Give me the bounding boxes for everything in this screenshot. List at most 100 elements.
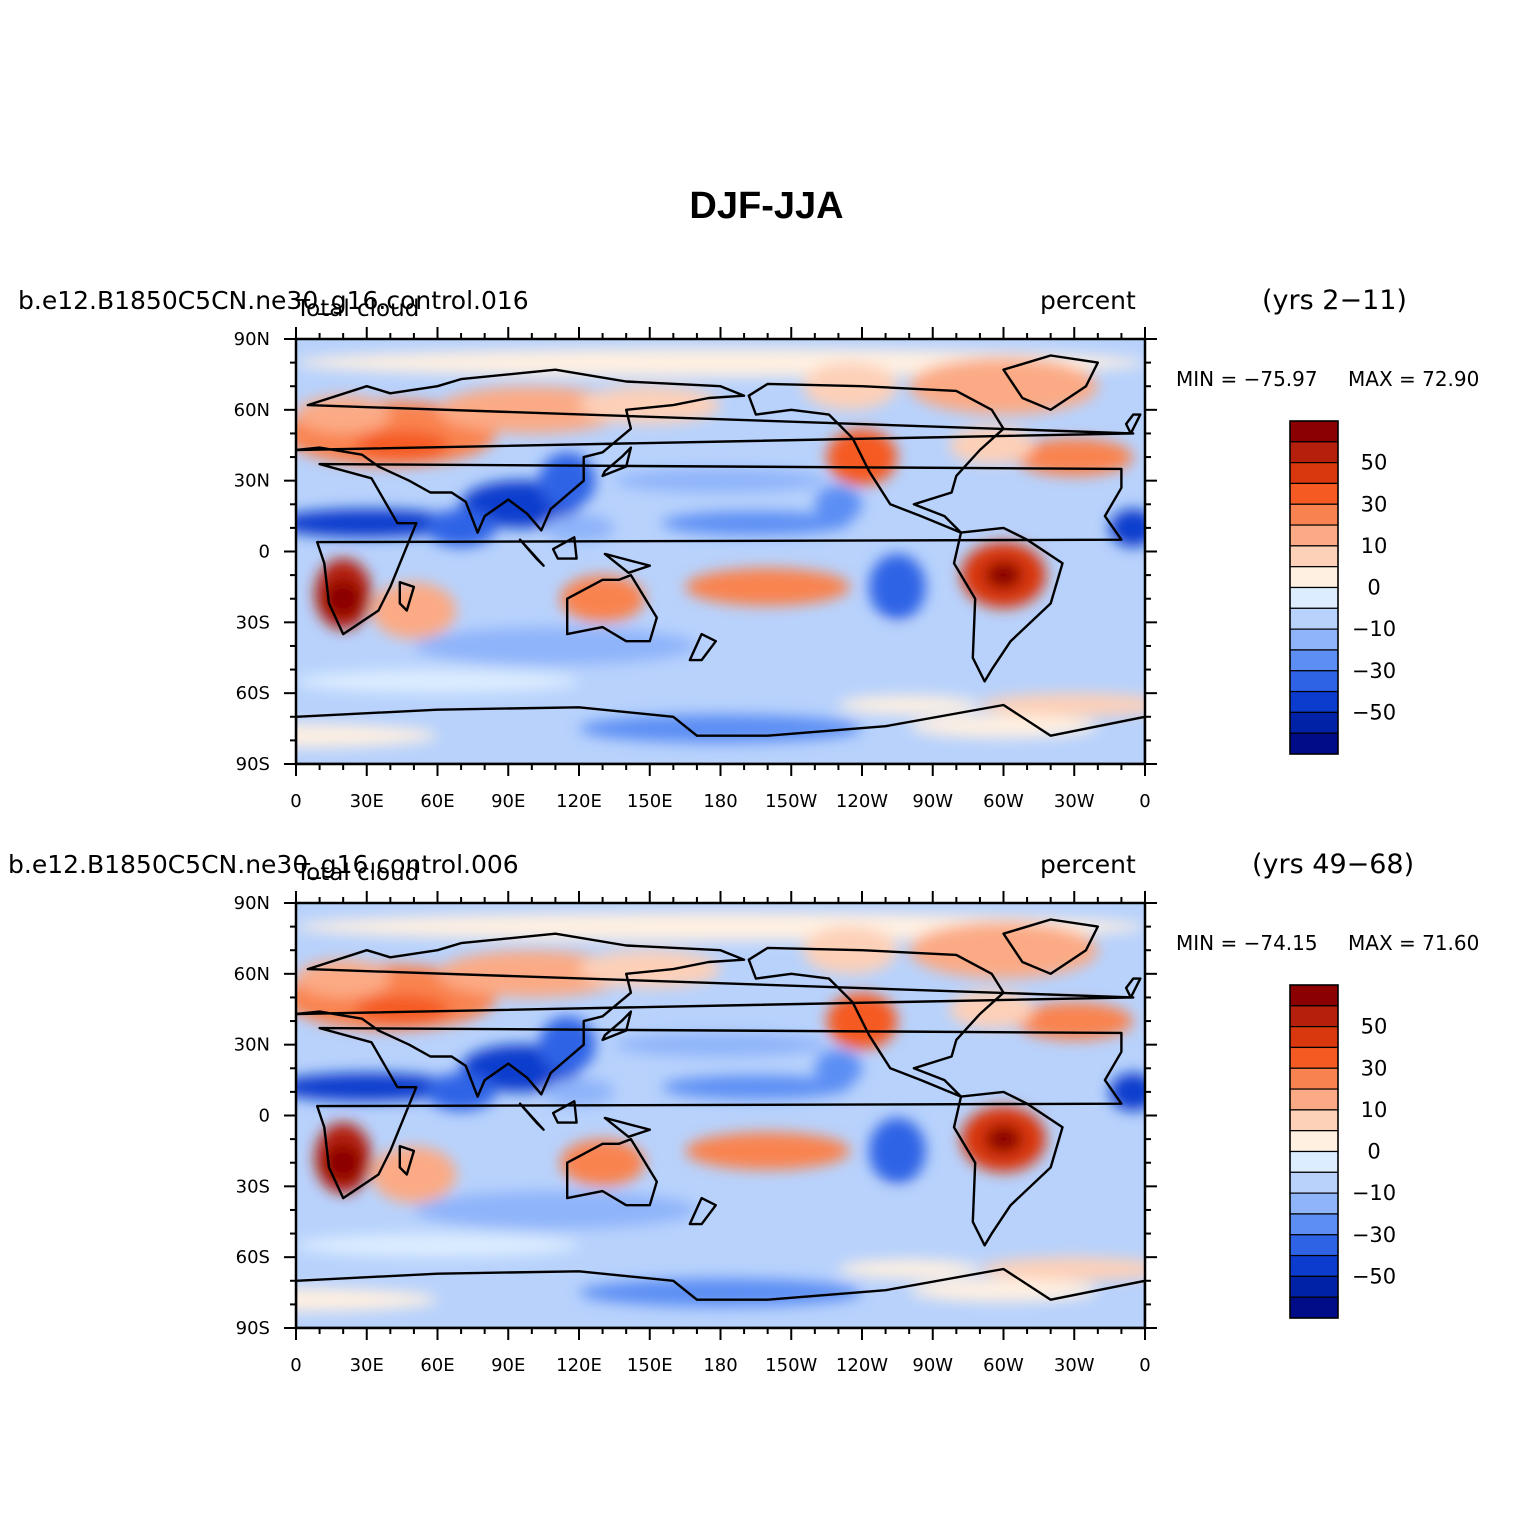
- colorbar-box: [1289, 1254, 1339, 1277]
- lon-tick-label: 150E: [627, 791, 673, 812]
- cloud-difference-field: [296, 339, 1145, 764]
- colorbar-box: [1289, 1088, 1339, 1111]
- cloud-difference-field: [296, 903, 1145, 1328]
- lon-tick-label: 30W: [1054, 1355, 1095, 1376]
- colorbar: 50 30 10 0 −10 −30 −50: [1289, 420, 1396, 755]
- lon-tick-label: 90W: [912, 1355, 953, 1376]
- colorbar-label: 10: [1361, 1098, 1388, 1122]
- figure-title: DJF-JJA: [689, 185, 844, 227]
- colorbar-box: [1289, 1067, 1339, 1090]
- lon-tick-label: 150E: [627, 1355, 673, 1376]
- colorbar-box: [1289, 586, 1339, 609]
- lat-tick-label: 90N: [234, 329, 270, 350]
- colorbar-box: [1289, 524, 1339, 547]
- continent-outlines: [296, 354, 1145, 764]
- colorbar-label: −50: [1352, 1264, 1396, 1288]
- lon-tick-label: 0: [1139, 1355, 1150, 1376]
- colorbar-box: [1289, 1171, 1339, 1194]
- lon-tick-label: 0: [290, 791, 301, 812]
- lat-tick-label: 0: [259, 542, 270, 563]
- lon-tick-label: 180: [703, 791, 737, 812]
- colorbar-box: [1289, 1213, 1339, 1236]
- lon-tick-label: 60W: [983, 1355, 1024, 1376]
- lon-tick-label: 30E: [350, 791, 384, 812]
- colorbar-box: [1289, 420, 1339, 443]
- colorbar-box: [1289, 1234, 1339, 1257]
- colorbar-label: 50: [1361, 1015, 1388, 1039]
- lon-tick-label: 60E: [420, 1355, 454, 1376]
- lon-tick-label: 60E: [420, 791, 454, 812]
- lon-tick-label: 120W: [836, 1355, 888, 1376]
- colorbar-label: −30: [1352, 1223, 1396, 1247]
- lon-tick-label: 60W: [983, 791, 1024, 812]
- lon-tick-label: 90E: [491, 791, 525, 812]
- colorbar-box: [1289, 1275, 1339, 1298]
- lon-tick-label: 120E: [556, 791, 602, 812]
- lon-tick-label: 0: [290, 1355, 301, 1376]
- colorbar-box: [1289, 1026, 1339, 1049]
- lon-tick-label: 90W: [912, 791, 953, 812]
- lon-tick-label: 30W: [1054, 791, 1095, 812]
- lat-tick-label: 90N: [234, 893, 270, 914]
- lat-tick-label: 60N: [234, 400, 270, 421]
- lat-tick-label: 60N: [234, 964, 270, 985]
- max-label: MAX = 71.60: [1348, 931, 1480, 955]
- variable-name: Total cloud: [296, 860, 420, 886]
- colorbar-box: [1289, 1150, 1339, 1173]
- colorbar-label: −10: [1352, 617, 1396, 641]
- lat-tick-label: 60S: [236, 683, 270, 704]
- colorbar-label: 50: [1361, 451, 1388, 475]
- colorbar-box: [1289, 1192, 1339, 1215]
- colorbar-box: [1289, 503, 1339, 526]
- colorbar-box: [1289, 984, 1339, 1007]
- colorbar-label: 30: [1361, 1056, 1388, 1080]
- colorbar-label: 10: [1361, 534, 1388, 558]
- max-label: MAX = 72.90: [1348, 367, 1480, 391]
- colorbar-box: [1289, 1109, 1339, 1132]
- colorbar-label: 30: [1361, 492, 1388, 516]
- lon-tick-label: 180: [703, 1355, 737, 1376]
- lon-tick-label: 90E: [491, 1355, 525, 1376]
- variable-name: Total cloud: [296, 296, 420, 322]
- lat-tick-label: 30N: [234, 1035, 270, 1056]
- colorbar-label: 0: [1367, 1140, 1380, 1164]
- colorbar: 50 30 10 0 −10 −30 −50: [1289, 984, 1396, 1319]
- colorbar-box: [1289, 732, 1339, 755]
- lat-tick-label: 0: [259, 1106, 270, 1127]
- colorbar-box: [1289, 607, 1339, 630]
- colorbar-box: [1289, 482, 1339, 505]
- lat-tick-label: 60S: [236, 1247, 270, 1268]
- colorbar-box: [1289, 1296, 1339, 1319]
- lat-tick-label: 30S: [236, 612, 270, 633]
- colorbar-box: [1289, 566, 1339, 589]
- continent-outlines: [296, 918, 1145, 1328]
- min-label: MIN = −75.97: [1176, 367, 1318, 391]
- colorbar-box: [1289, 711, 1339, 734]
- map-panel-1: b.e12.B1850C5CN.ne30_g16.control.016 Tot…: [0, 280, 1533, 840]
- colorbar-box: [1289, 462, 1339, 485]
- map-figure: 90N 60N 30N 0 30S 60S 90S 0 30E 60E 90E 120E 150E 180…: [234, 327, 1396, 812]
- units-label: percent: [1040, 286, 1136, 315]
- colorbar-label: −30: [1352, 659, 1396, 683]
- case-name: b.e12.B1850C5CN.ne30_g16.control.006: [8, 850, 519, 879]
- units-label: percent: [1040, 850, 1136, 879]
- lon-tick-label: 150W: [765, 791, 817, 812]
- colorbar-box: [1289, 670, 1339, 693]
- colorbar-box: [1289, 1130, 1339, 1153]
- colorbar-box: [1289, 1046, 1339, 1069]
- colorbar-label: −10: [1352, 1181, 1396, 1205]
- map-panel-2: b.e12.B1850C5CN.ne30_g16.control.006 Tot…: [0, 844, 1533, 1404]
- years-label: (yrs 2−11): [1262, 285, 1407, 316]
- colorbar-box: [1289, 1005, 1339, 1028]
- lon-tick-label: 0: [1139, 791, 1150, 812]
- colorbar-label: 0: [1367, 576, 1380, 600]
- lat-tick-label: 30N: [234, 471, 270, 492]
- lon-tick-label: 120E: [556, 1355, 602, 1376]
- lat-tick-label: 90S: [236, 754, 270, 775]
- lon-tick-label: 150W: [765, 1355, 817, 1376]
- colorbar-box: [1289, 545, 1339, 568]
- lat-tick-label: 90S: [236, 1318, 270, 1339]
- colorbar-box: [1289, 628, 1339, 651]
- case-name: b.e12.B1850C5CN.ne30_g16.control.016: [18, 286, 529, 315]
- min-label: MIN = −74.15: [1176, 931, 1318, 955]
